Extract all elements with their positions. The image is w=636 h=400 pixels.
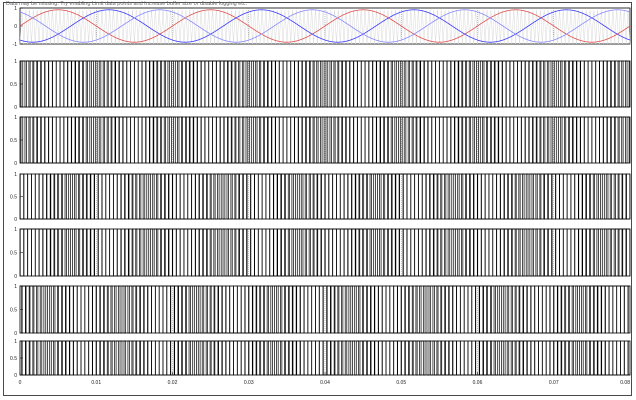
gate-pulse-3-ytick-label: 0.5 [10,194,17,200]
x-tick-label: 0.06 [473,380,483,386]
gate-pulse-2-ytick-label: 1 [14,115,17,121]
gate-pulse-4-ytick-label: 0 [14,274,17,280]
gate-pulse-2-signal [20,116,630,164]
gate-pulse-1-ytick-label: 0 [14,105,17,111]
x-tick-label: 0.02 [168,380,178,386]
gate-pulse-3-ytick-label: 0 [14,217,17,223]
gate-pulse-2-ytick-label: 0.5 [10,138,17,144]
carrier-and-reference-ytick-label: -1 [13,42,18,48]
gate-pulse-1-ytick-label: 1 [14,59,17,65]
gate-pulse-5-ytick-label: 0.5 [10,307,17,313]
x-tick-label: 0.01 [91,380,101,386]
gate-pulse-6-ytick-label: 0.5 [10,356,17,362]
x-tick-label: 0.04 [320,380,330,386]
x-tick-label: 0.03 [244,380,254,386]
carrier-and-reference-ytick-label: 1 [14,6,17,12]
x-tick-label: 0.07 [549,380,559,386]
series-triangle-0 [19,10,631,45]
gate-pulse-4-ytick-label: 1 [14,227,17,233]
gate-pulse-6-ytick-label: 0 [14,373,17,379]
x-tick-label: 0.08 [620,380,630,386]
gate-pulse-4-ytick-label: 0.5 [10,250,17,256]
gate-pulse-6-ytick-label: 1 [14,339,17,345]
x-tick-label: 0.05 [396,380,406,386]
gate-pulse-5-ytick-label: 0 [14,331,17,337]
gate-pulse-3-ytick-label: 1 [14,172,17,178]
x-tick-label: 0 [19,380,22,386]
carrier-and-reference-ytick-label: 0 [14,24,17,30]
gate-pulse-5-ytick-label: 1 [14,284,17,290]
gate-pulse-3-signal [19,173,631,220]
gate-pulse-5-signal [20,285,630,334]
gate-pulse-4-signal [19,228,631,277]
gate-pulse-1-signal [20,60,630,108]
status-message: Data may be missing. Try enabling Limit … [6,1,248,7]
series-sine-1 [19,9,631,43]
gate-pulse-1-ytick-label: 0.5 [10,82,17,88]
series-sine-2 [19,9,631,43]
series-sine-3 [19,9,631,43]
gate-pulse-2-ytick-label: 0 [14,161,17,167]
